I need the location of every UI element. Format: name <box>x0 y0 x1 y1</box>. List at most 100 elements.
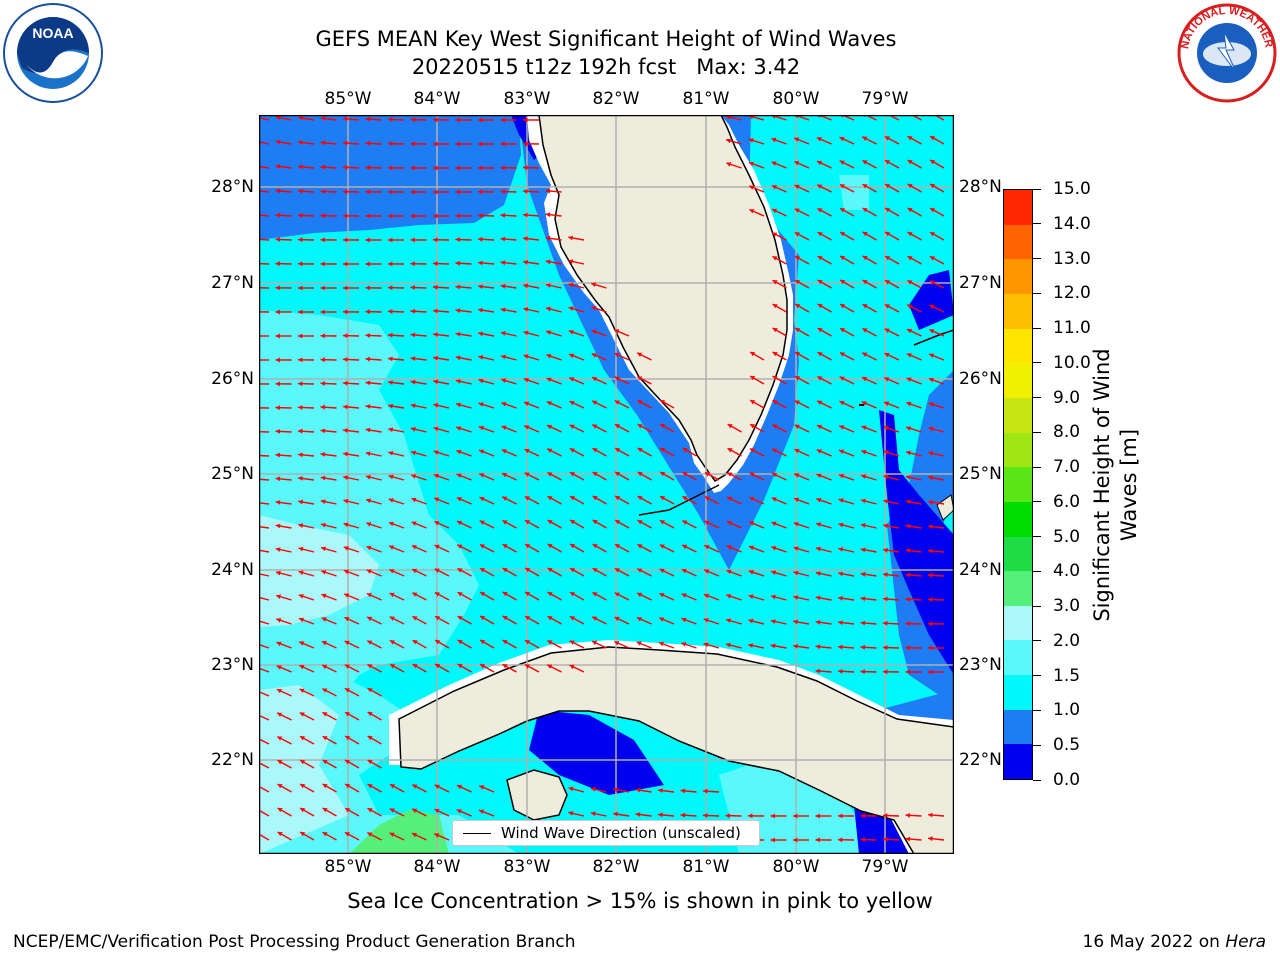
wave-direction-arrowhead <box>930 232 935 237</box>
wave-direction-arrow <box>259 620 270 625</box>
wave-direction-arrowhead <box>748 618 754 624</box>
wave-direction-arrowhead <box>299 665 305 670</box>
wave-direction-arrowhead <box>727 424 733 429</box>
colorbar-tick-label: 5.0 <box>1053 526 1081 547</box>
wave-direction-arrowhead <box>838 473 844 479</box>
wave-direction-arrowhead <box>298 428 303 434</box>
colorbar-tick-mark <box>1033 570 1041 572</box>
wave-direction-arrowhead <box>275 357 280 363</box>
wave-direction-arrowhead <box>480 616 486 621</box>
wave-direction-arrowhead <box>502 640 508 645</box>
wave-direction-arrowhead <box>545 236 551 241</box>
wave-direction-arrowhead <box>479 496 485 502</box>
wave-direction-arrowhead <box>322 832 328 837</box>
wave-direction-arrowhead <box>478 402 484 407</box>
wave-direction-arrowhead <box>615 520 621 525</box>
wave-direction-arrowhead <box>545 212 551 218</box>
wave-direction-arrowhead <box>367 712 373 717</box>
wave-direction-arrowhead <box>455 260 461 266</box>
wave-direction-arrowhead <box>928 669 933 675</box>
wave-direction-arrowhead <box>299 617 304 623</box>
wave-direction-arrowhead <box>457 664 463 669</box>
wave-direction-arrowhead <box>547 616 553 621</box>
wave-direction-arrow <box>259 214 270 217</box>
wave-direction-arrowhead <box>500 165 505 171</box>
wave-direction-arrowhead <box>772 424 778 429</box>
wave-direction-arrowhead <box>569 664 575 670</box>
wave-direction-arrowhead <box>298 357 303 363</box>
wave-direction-arrowhead <box>772 400 778 405</box>
wave-direction-arrowhead <box>433 141 438 147</box>
wave-direction-arrowhead <box>343 165 348 170</box>
wave-direction-arrowhead <box>456 426 462 431</box>
isla-juventud <box>506 769 568 821</box>
wave-direction-arrowhead <box>320 164 326 170</box>
wave-direction-arrowhead <box>479 785 485 790</box>
wave-direction-arrowhead <box>906 353 912 358</box>
wave-direction-arrowhead <box>883 813 888 818</box>
wave-direction-arrowhead <box>905 621 910 626</box>
wave-direction-arrowhead <box>320 475 326 481</box>
wave-direction-arrowhead <box>275 212 281 218</box>
wave-direction-arrowhead <box>839 160 845 165</box>
wave-direction-arrowhead <box>523 236 528 242</box>
wave-direction-arrowhead <box>838 837 843 843</box>
wave-direction-arrowhead <box>637 472 643 477</box>
colorbar-tick-mark <box>1033 779 1041 781</box>
wave-direction-arrowhead <box>345 736 351 741</box>
wave-direction-arrowhead <box>343 498 349 504</box>
wave-direction-arrowhead <box>545 188 551 194</box>
colorbar-tick-label: 6.0 <box>1053 491 1081 512</box>
wave-direction-arrowhead <box>860 596 866 602</box>
colorbar-swatch <box>1004 363 1032 398</box>
wave-direction-arrowhead <box>794 161 800 166</box>
colorbar-label: Significant Height of Wind Waves [m] <box>1090 348 1141 622</box>
wave-direction-arrowhead <box>883 547 888 553</box>
wave-direction-arrowhead <box>478 284 483 289</box>
bahamas-north <box>913 329 954 346</box>
wave-direction-arrowhead <box>615 448 621 453</box>
wave-direction-arrowhead <box>365 404 371 409</box>
wave-direction-arrowhead <box>343 116 348 122</box>
wave-direction-arrowhead <box>570 544 576 549</box>
nws-logo: NATIONAL WEATHER SERVICE <box>1172 0 1278 104</box>
wave-direction-arrowhead <box>547 568 553 573</box>
wave-direction-arrowhead <box>456 497 462 502</box>
wave-direction-arrowhead <box>862 256 868 261</box>
wave-direction-arrowhead <box>388 261 393 267</box>
wave-direction-arrowhead <box>772 256 778 261</box>
wave-direction-arrowhead <box>907 280 913 285</box>
lat-label-right: 24°N <box>959 560 1002 580</box>
wave-direction-arrowhead <box>365 309 370 315</box>
lat-label-right: 27°N <box>959 273 1002 293</box>
colorbar-tick-label: 12.0 <box>1053 283 1091 304</box>
wave-direction-arrowhead <box>726 594 732 599</box>
wave-direction-arrowhead <box>770 837 775 843</box>
wave-direction-arrowhead <box>367 736 373 741</box>
wave-direction-arrowhead <box>501 401 507 407</box>
wave-direction-arrowhead <box>862 184 868 189</box>
wave-direction-arrowhead <box>614 592 620 597</box>
wave-direction-arrowhead <box>412 833 417 838</box>
footer-date-text: 16 May 2022 on <box>1082 932 1226 952</box>
wave-direction-arrowhead <box>592 400 598 405</box>
wave-direction-arrowhead <box>388 356 393 362</box>
wave-direction-arrowhead <box>455 355 461 361</box>
map-panel <box>258 114 955 855</box>
wave-direction-arrowhead <box>817 184 823 189</box>
wave-direction-arrowhead <box>772 473 777 478</box>
wave-direction-arrowhead <box>433 284 438 290</box>
wave-direction-arrowhead <box>930 136 936 141</box>
wave-direction-arrowhead <box>410 189 415 195</box>
wave-direction-arrow <box>259 502 270 505</box>
wave-direction-arrowhead <box>749 161 754 167</box>
wave-direction-arrowhead <box>455 379 461 384</box>
wave-direction-arrowhead <box>928 572 933 578</box>
colorbar-tick-mark <box>1033 744 1041 746</box>
wave-direction-arrowhead <box>525 592 531 597</box>
wave-direction-arrowhead <box>524 425 530 430</box>
legend-label: Wind Wave Direction (unscaled) <box>501 824 741 842</box>
wave-direction-arrowhead <box>365 474 371 480</box>
wave-direction-arrowhead <box>277 712 283 717</box>
wave-direction-arrowhead <box>794 497 799 503</box>
